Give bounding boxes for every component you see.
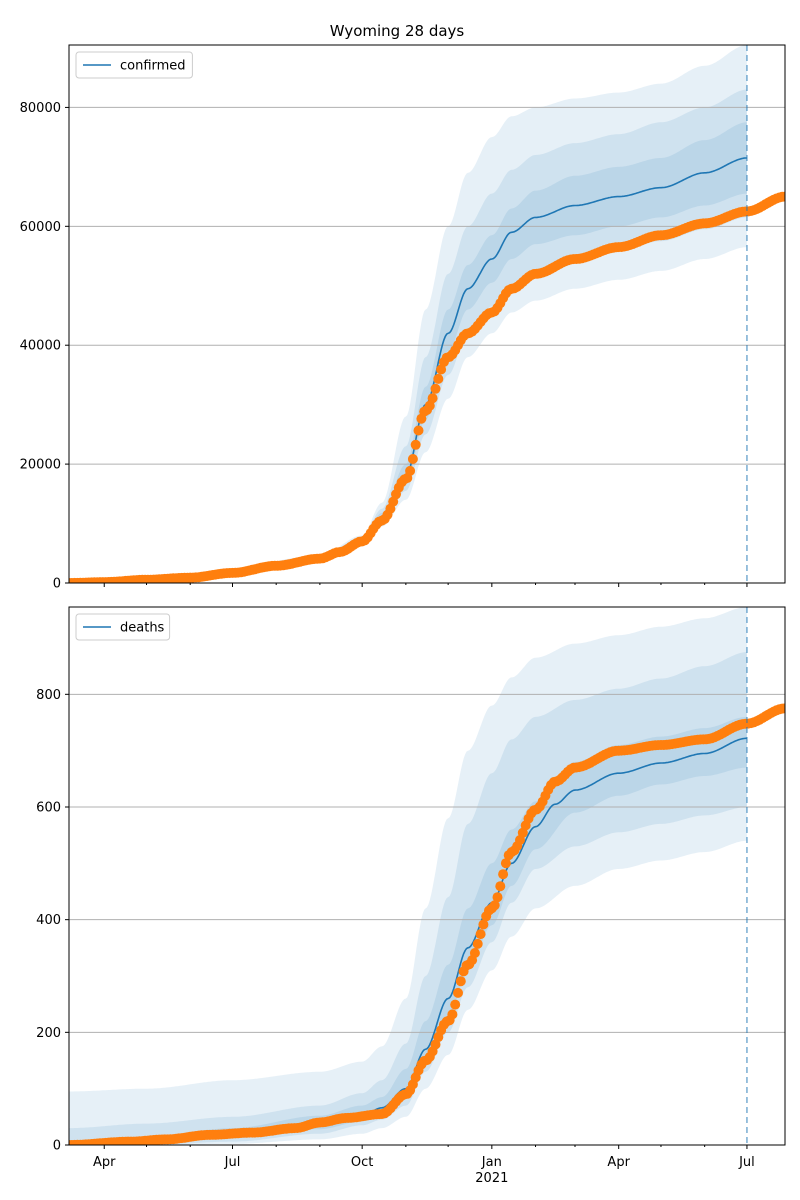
deaths-y-tick-label: 0 xyxy=(53,1139,61,1154)
confirmed-observed-point xyxy=(780,191,785,202)
deaths-observed-point xyxy=(450,999,461,1010)
deaths-panel: 0 200 400 600 800 deaths xyxy=(36,606,786,1154)
deaths-observed-point xyxy=(453,987,463,998)
confirmed-legend: confirmed xyxy=(75,51,193,79)
confirmed-y-tick-label: 20000 xyxy=(20,458,61,473)
confirmed-band-outer xyxy=(69,45,747,583)
deaths-observed-point xyxy=(447,1009,458,1020)
deaths-y-tick-label: 600 xyxy=(36,800,61,815)
deaths-axes-frame xyxy=(68,606,786,1146)
confirmed-legend-label: confirmed xyxy=(120,59,186,74)
deaths-legend-box xyxy=(75,613,171,641)
confirmed-observed-point xyxy=(430,383,441,394)
x-tick-label: Jul xyxy=(224,1155,241,1170)
deaths-y-tick-label: 400 xyxy=(36,913,61,928)
confirmed-observed-point xyxy=(424,400,435,411)
confirmed-band-inner xyxy=(69,122,747,583)
deaths-observed-point xyxy=(495,881,506,892)
deaths-observed-point xyxy=(472,938,483,949)
chart-title: Wyoming 28 days xyxy=(330,22,465,40)
confirmed-y-tick-label: 80000 xyxy=(20,101,61,116)
deaths-observed-point xyxy=(500,858,511,869)
x-year-label: 2021 xyxy=(475,1171,508,1186)
deaths-observed-points xyxy=(69,703,785,1145)
deaths-observed-point xyxy=(455,976,466,987)
confirmed-panel: 0 20000 40000 60000 80000 confirmed xyxy=(20,44,786,592)
x-tick-label: Oct xyxy=(351,1155,373,1170)
confirmed-observed-point xyxy=(436,364,447,375)
confirmed-y-tick-label: 60000 xyxy=(20,220,61,235)
x-tick-label: Apr xyxy=(93,1155,116,1170)
confirmed-observed-point xyxy=(407,454,418,464)
confirmed-observed-point xyxy=(410,439,421,450)
confirmed-observed-point xyxy=(405,465,416,476)
confirmed-y-tick-label: 40000 xyxy=(20,339,61,354)
confirmed-band-middle xyxy=(69,89,747,583)
x-tick-label: Jul xyxy=(738,1155,755,1170)
confirmed-axes-frame xyxy=(68,44,786,584)
deaths-observed-point xyxy=(492,892,503,903)
confirmed-legend-box xyxy=(75,51,193,79)
confirmed-observed-points xyxy=(69,191,785,583)
deaths-y-tick-label: 200 xyxy=(36,1026,61,1041)
deaths-legend: deaths xyxy=(75,613,171,641)
deaths-observed-point xyxy=(469,948,480,958)
confirmed-y-tick-label: 0 xyxy=(53,577,61,592)
confirmed-observed-point xyxy=(433,373,444,384)
deaths-observed-point xyxy=(475,929,486,940)
deaths-band-middle xyxy=(69,652,747,1145)
confirmed-observed-point xyxy=(427,393,438,404)
deaths-observed-point xyxy=(478,919,489,930)
deaths-observed-point xyxy=(780,703,785,714)
deaths-band-outer xyxy=(69,607,747,1145)
deaths-observed-point xyxy=(498,869,509,880)
deaths-observed-point xyxy=(489,900,500,911)
deaths-y-tick-label: 800 xyxy=(36,688,61,703)
x-tick-label: Apr xyxy=(607,1155,630,1170)
x-tick-label: Jan xyxy=(481,1155,502,1170)
confirmed-observed-point xyxy=(413,425,424,436)
deaths-legend-label: deaths xyxy=(120,621,165,636)
